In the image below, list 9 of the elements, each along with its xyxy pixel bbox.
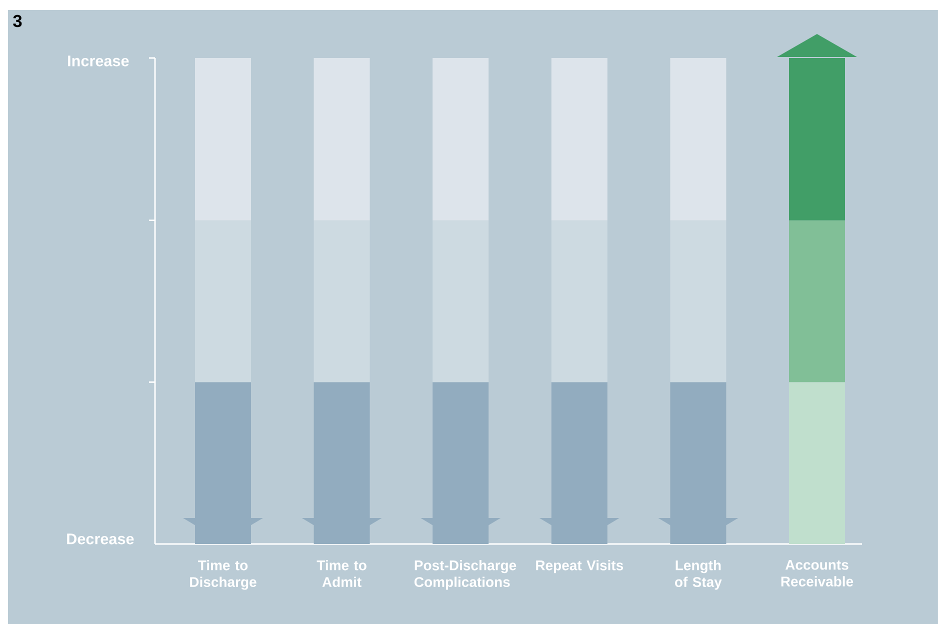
- x-tick-label: Time to Admit: [316, 560, 366, 587]
- text: 3: [13, 14, 22, 28]
- x-tick-label: Length of Stay: [675, 560, 722, 590]
- x-tick-label: Repeat Visits: [536, 560, 624, 574]
- x-tick-label: Accounts Receivable: [781, 560, 854, 586]
- text: Increase: [68, 56, 129, 66]
- x-tick-label: Post-Discharge Complications: [414, 560, 516, 590]
- text: Decrease: [67, 534, 134, 544]
- x-tick-label: Time to Discharge: [190, 560, 256, 590]
